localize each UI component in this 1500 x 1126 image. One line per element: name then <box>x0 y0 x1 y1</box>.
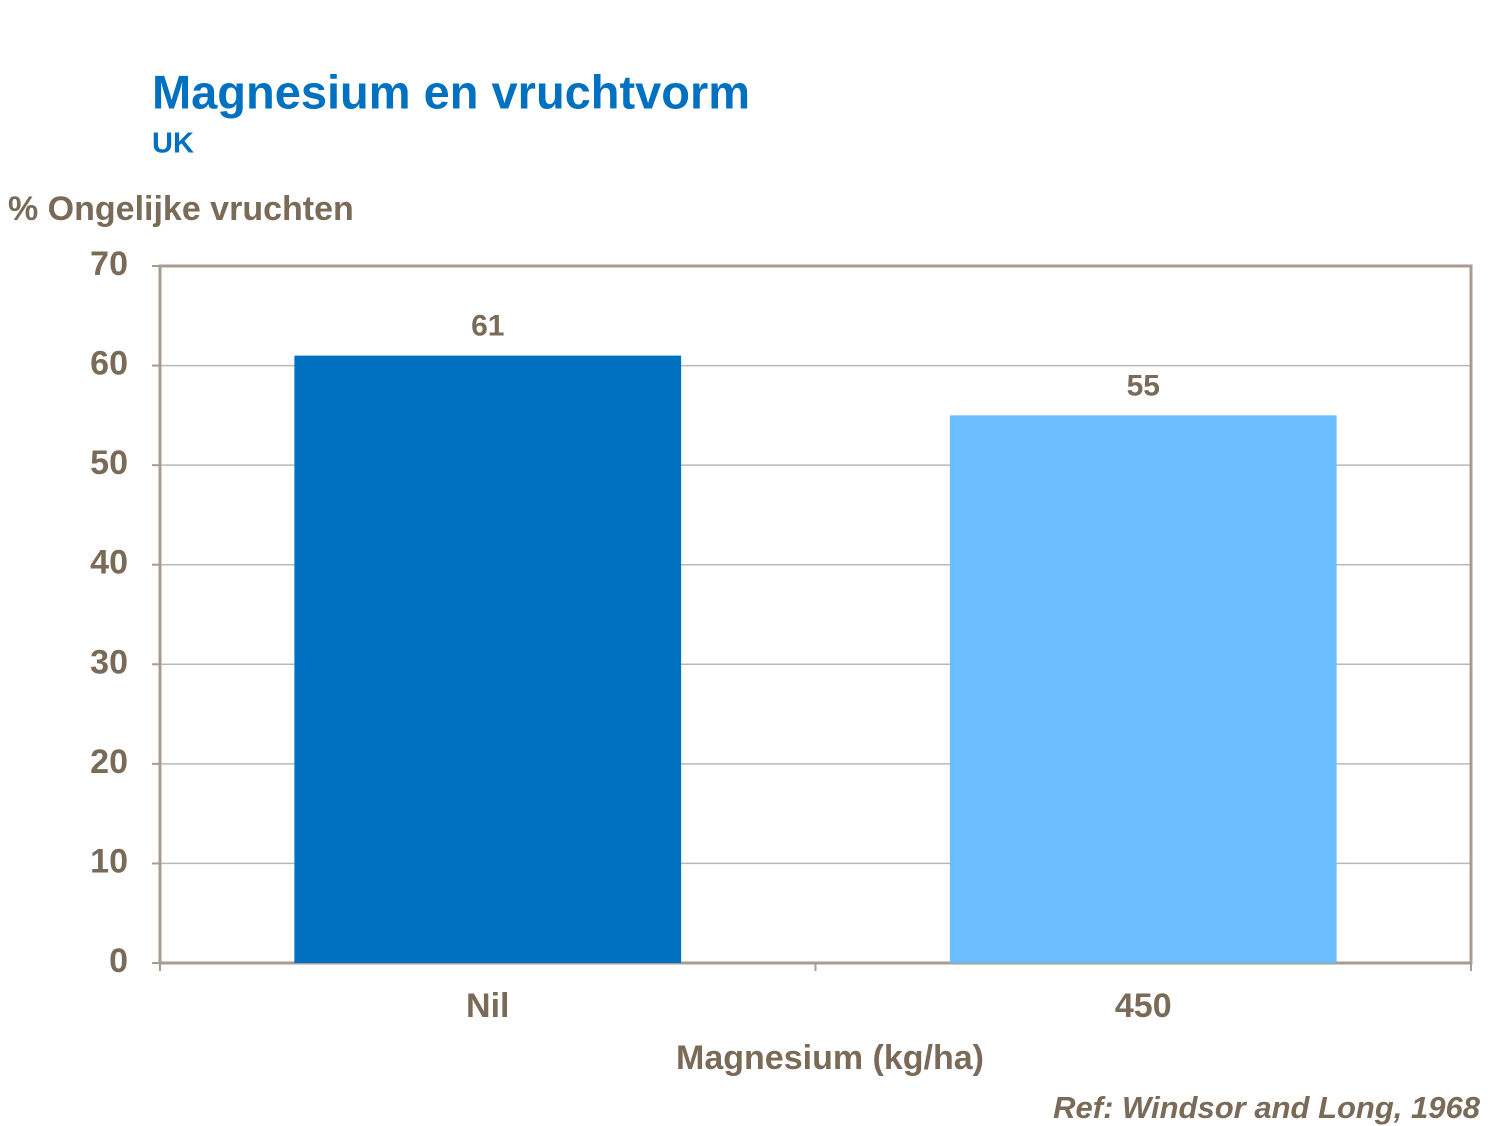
chart-title: Magnesium en vruchtvorm <box>152 65 750 118</box>
x-axis-label: Magnesium (kg/ha) <box>676 1039 984 1077</box>
data-label: 61 <box>471 310 504 343</box>
y-tick-label: 40 <box>90 544 128 582</box>
reference-note: Ref: Windsor and Long, 1968 <box>1053 1090 1481 1125</box>
y-tick-label: 30 <box>90 643 128 681</box>
x-tick-label: 450 <box>1115 987 1172 1025</box>
y-tick-label: 0 <box>109 942 128 980</box>
chart-subtitle: UK <box>152 128 194 160</box>
bar <box>949 415 1337 963</box>
bar <box>294 355 682 964</box>
data-label: 55 <box>1127 369 1160 402</box>
y-tick-label: 50 <box>90 444 128 482</box>
y-tick-label: 60 <box>90 345 128 383</box>
y-axis-label: % Ongelijke vruchten <box>8 190 354 228</box>
x-tick-label: Nil <box>466 987 509 1025</box>
y-tick-label: 20 <box>90 743 128 781</box>
y-tick-label: 10 <box>90 842 128 880</box>
y-tick-label: 70 <box>90 245 128 283</box>
